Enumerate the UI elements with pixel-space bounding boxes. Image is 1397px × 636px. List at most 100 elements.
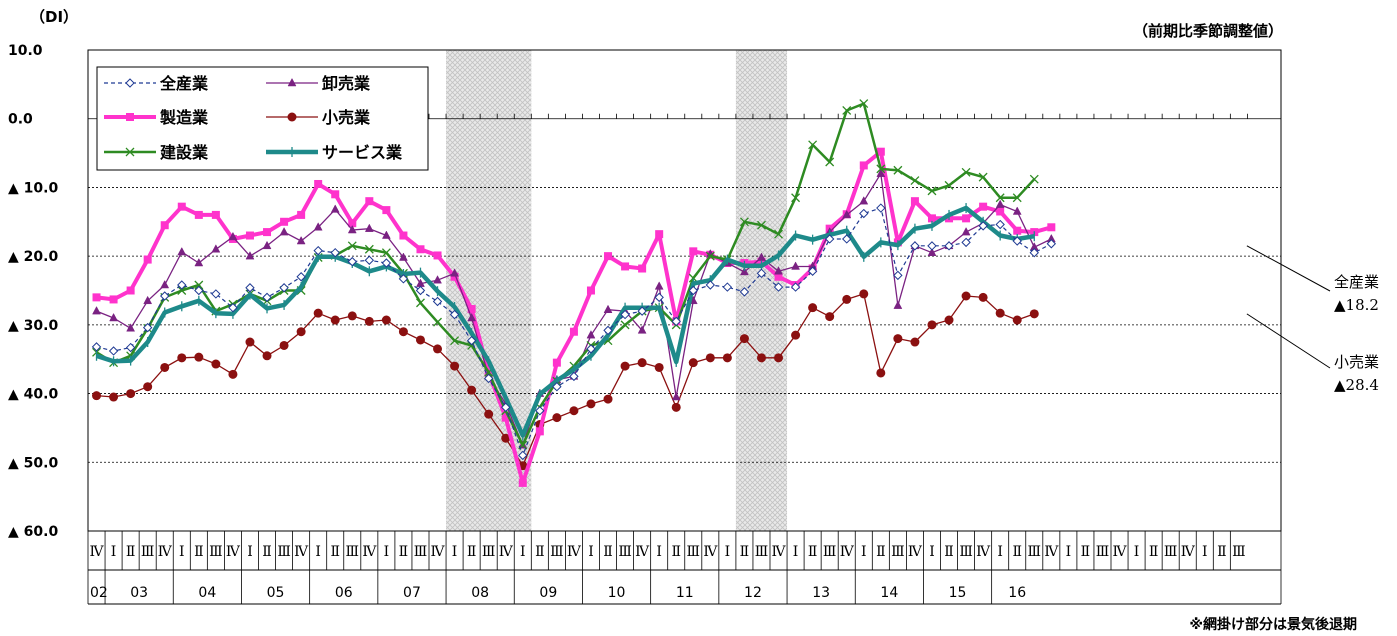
data-point (620, 320, 630, 330)
series-line (96, 149, 1052, 485)
data-point (143, 295, 153, 305)
data-point (876, 147, 885, 156)
legend-label: 製造業 (159, 108, 209, 127)
data-point (944, 315, 954, 325)
data-point (279, 340, 289, 350)
data-point (859, 99, 869, 109)
data-point (962, 214, 971, 223)
data-point (143, 255, 152, 264)
series-all-industries (91, 203, 1057, 461)
leader-line-retail (1246, 313, 1331, 369)
data-point (296, 272, 306, 282)
data-point (978, 221, 988, 231)
data-point (756, 268, 767, 279)
data-point (995, 308, 1005, 318)
data-point (109, 392, 119, 402)
data-point (262, 292, 272, 303)
data-point (211, 289, 221, 299)
series-retail (92, 289, 1039, 471)
x-quarter-label: Ⅳ (1113, 544, 1128, 560)
data-point (978, 172, 988, 182)
data-point (824, 234, 835, 244)
data-point (757, 252, 766, 261)
data-point (126, 286, 135, 295)
data-point (791, 193, 801, 203)
data-point (790, 282, 801, 292)
data-point (842, 209, 852, 219)
data-point (228, 302, 238, 313)
data-point (398, 327, 408, 337)
data-point (416, 245, 425, 254)
data-point (467, 341, 477, 350)
x-year-label: 14 (880, 585, 898, 601)
data-point (160, 221, 169, 230)
data-point (688, 358, 698, 368)
data-point (483, 373, 494, 384)
x-quarter-label: Ⅳ (567, 544, 582, 560)
data-point (1029, 248, 1039, 258)
data-point (944, 180, 954, 190)
data-point (689, 247, 698, 256)
data-point (586, 344, 596, 354)
data-point (228, 369, 238, 379)
data-point (142, 322, 153, 333)
data-point (1012, 315, 1022, 325)
data-point (688, 285, 698, 296)
data-point (297, 210, 306, 219)
data-point (177, 246, 187, 256)
x-quarter-label: Ⅰ (997, 544, 1003, 560)
data-point (808, 303, 818, 313)
data-point (415, 285, 426, 296)
data-point (296, 327, 306, 337)
data-point (791, 261, 800, 270)
data-point (842, 234, 852, 244)
x-quarter-label: Ⅲ (141, 544, 155, 560)
data-point (535, 406, 545, 416)
legend-marker (287, 77, 297, 87)
data-point (961, 291, 971, 301)
x-quarter-label: Ⅲ (1232, 544, 1246, 560)
x-quarter-label: Ⅳ (1181, 544, 1196, 560)
data-point (347, 241, 357, 251)
x-quarter-label: Ⅳ (772, 544, 787, 560)
x-quarter-label: Ⅲ (550, 544, 564, 560)
data-point (279, 283, 289, 293)
data-point (774, 229, 783, 239)
x-quarter-label: Ⅳ (635, 544, 650, 560)
y-tick-label: ▲ 60.0 (8, 524, 58, 540)
data-point (194, 280, 204, 290)
y-tick-label: 0.0 (8, 112, 33, 128)
data-point (807, 266, 818, 276)
data-point (876, 164, 886, 174)
data-point (1046, 239, 1057, 249)
data-point (876, 203, 886, 213)
data-point (347, 225, 357, 234)
data-point (347, 256, 357, 267)
x-year-label: 16 (1008, 585, 1026, 601)
x-year-label: 04 (198, 585, 216, 601)
x-quarter-label: Ⅰ (588, 544, 594, 560)
legend-label: 建設業 (160, 143, 209, 162)
x-quarter-label: Ⅲ (823, 544, 837, 560)
x-quarter-label: Ⅰ (247, 544, 253, 560)
data-point (415, 335, 425, 345)
data-point (791, 330, 801, 340)
data-point (586, 286, 595, 295)
data-point (654, 281, 664, 290)
data-point (467, 305, 476, 314)
x-quarter-label: Ⅰ (656, 544, 662, 560)
data-point (859, 208, 869, 219)
x-year-label: 05 (267, 585, 285, 601)
y-tick-label: ▲ 40.0 (8, 387, 58, 403)
x-quarter-label: Ⅳ (362, 544, 377, 560)
legend-marker (287, 112, 297, 122)
data-point (586, 330, 596, 339)
data-point (740, 266, 749, 276)
x-quarter-label: Ⅱ (194, 544, 204, 560)
data-point (979, 202, 988, 211)
data-point (263, 228, 272, 237)
x-quarter-label: Ⅰ (1066, 544, 1072, 560)
annotation-retail-label: 小売業 (1334, 353, 1380, 371)
x-quarter-label: Ⅱ (603, 544, 613, 560)
